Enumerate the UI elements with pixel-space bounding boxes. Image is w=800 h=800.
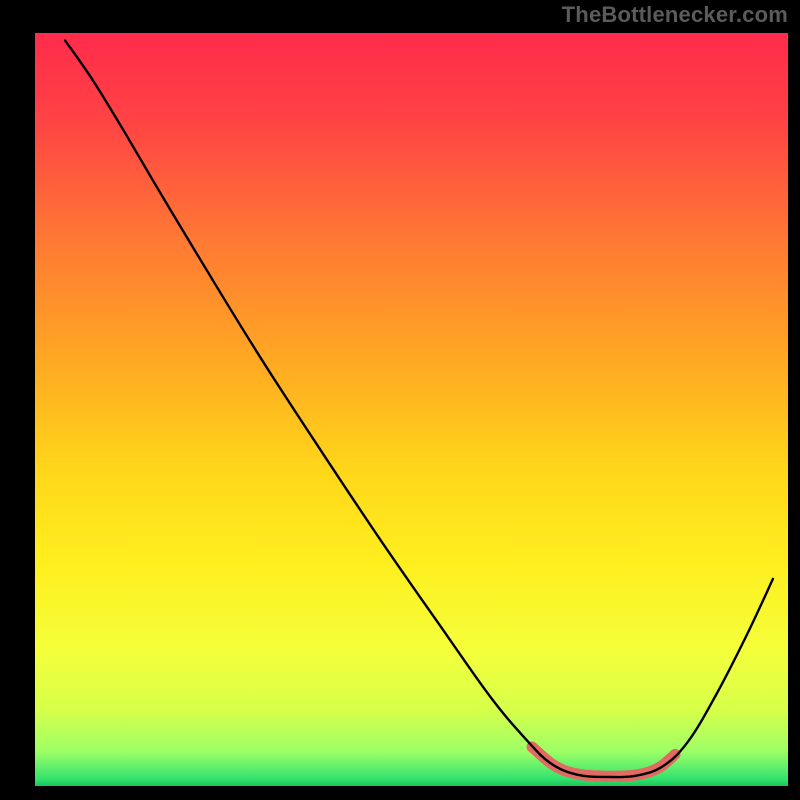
bottleneck-chart-svg [35,33,788,786]
chart-container: TheBottlenecker.com [0,0,800,800]
plot-area [35,33,788,786]
gradient-background [35,33,788,786]
watermark-text: TheBottlenecker.com [562,2,788,28]
